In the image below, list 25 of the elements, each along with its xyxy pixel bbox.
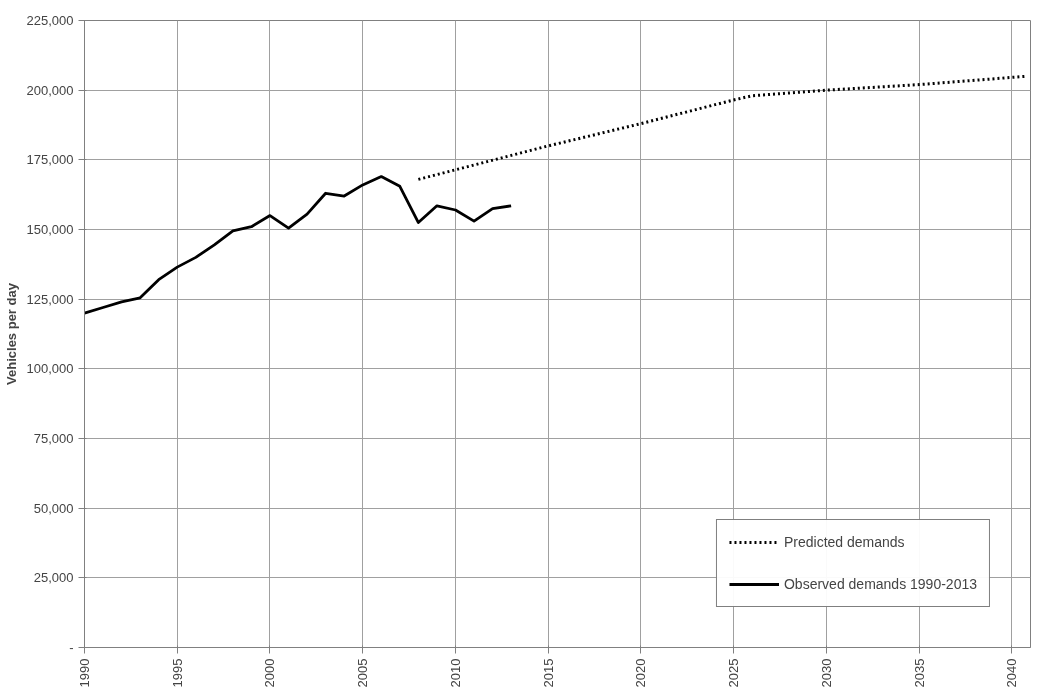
y-tick-label: 200,000 [26,82,74,98]
x-tick-label: 1995 [169,658,185,688]
x-tick-label: 2020 [633,658,649,688]
x-tick-label: 2025 [726,658,742,688]
x-tick-label: 2010 [447,658,463,688]
y-tick-label: 125,000 [26,291,74,307]
x-tick-label: 2040 [1004,658,1020,688]
y-tick-label: 50,000 [33,500,74,516]
y-tick-label: 75,000 [33,431,74,446]
y-tick-label: 25,000 [33,570,74,586]
y-tick-label: 175,000 [26,152,74,168]
x-tick-label: 2035 [911,658,927,688]
legend-label: Observed demands 1990-2013 [783,576,977,592]
y-axis-title: Vehicles per day [3,282,19,385]
line-series [84,175,513,315]
x-tick-label: 2015 [540,658,556,688]
x-tick-label: 2000 [262,658,278,688]
x-tick-label: 2005 [355,658,371,688]
x-tick-label: 2030 [818,658,834,688]
y-tick-label: - [69,640,74,655]
y-tick-label: 150,000 [26,222,74,237]
legend-label: Predicted demands [783,534,905,550]
y-tick-label: 225,000 [26,13,74,28]
x-tick-label: 1990 [77,658,92,688]
y-tick-label: 100,000 [26,361,74,377]
